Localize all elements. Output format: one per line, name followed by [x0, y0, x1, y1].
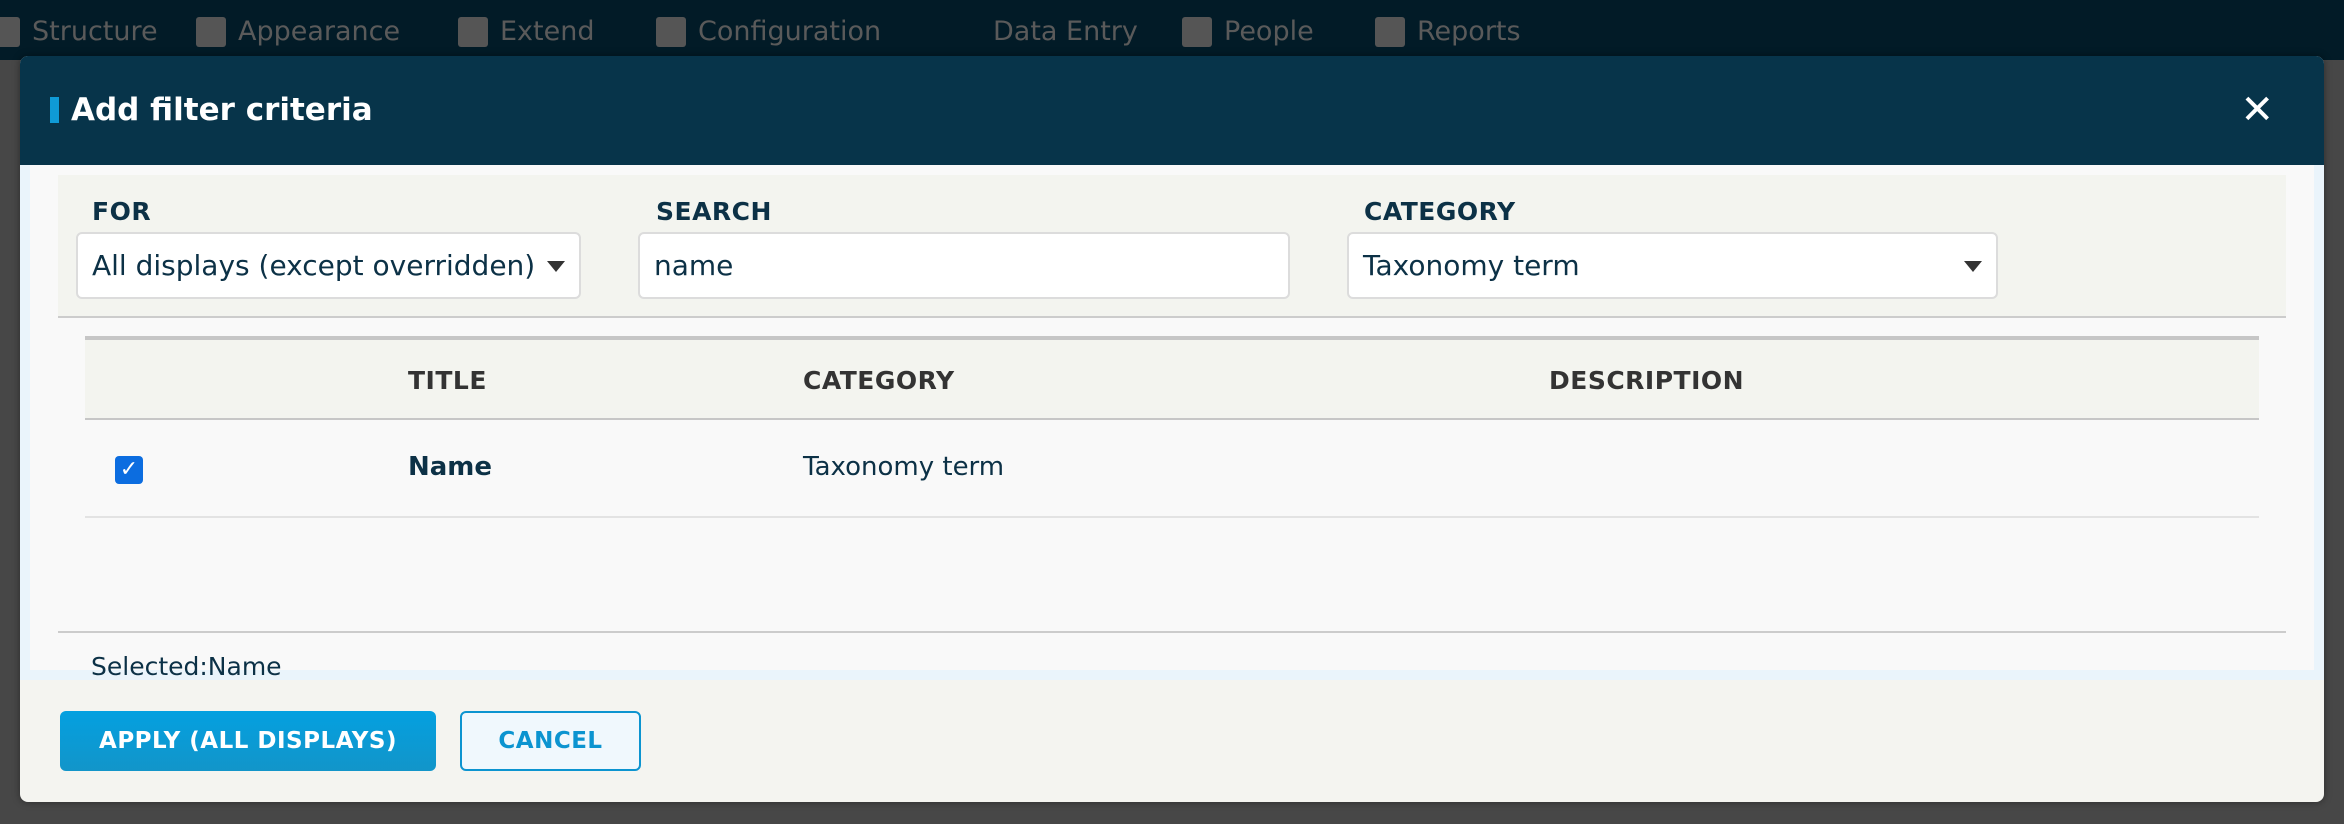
divider: [58, 631, 2286, 633]
table-row[interactable]: ✓ Name Taxonomy term: [85, 420, 2259, 518]
category-select[interactable]: Taxonomy term: [1347, 232, 1998, 299]
nav-people[interactable]: People: [1182, 16, 1314, 47]
search-input[interactable]: name: [638, 232, 1290, 299]
nav-extend[interactable]: Extend: [458, 16, 595, 47]
close-icon[interactable]: ✕: [2240, 87, 2274, 133]
row-checkbox[interactable]: ✓: [115, 456, 143, 484]
nav-reports[interactable]: Reports: [1375, 16, 1521, 47]
table-header: TITLE CATEGORY DESCRIPTION: [85, 336, 2259, 420]
extend-icon: [458, 16, 488, 47]
nav-data-entry[interactable]: Data Entry: [993, 16, 1138, 47]
filter-controls: FOR All displays (except overridden) SEA…: [58, 175, 2286, 318]
th-description: DESCRIPTION: [1549, 366, 1745, 395]
search-label: SEARCH: [656, 197, 772, 226]
wrench-icon: [656, 16, 686, 47]
th-title: TITLE: [408, 366, 487, 395]
nav-configuration[interactable]: Configuration: [656, 16, 881, 47]
caret-down-icon: [1964, 261, 1982, 272]
nav-structure[interactable]: Structure: [0, 16, 158, 47]
caret-down-icon: [547, 261, 565, 272]
for-select[interactable]: All displays (except overridden): [76, 232, 581, 299]
th-category: CATEGORY: [803, 366, 955, 395]
people-icon: [1182, 16, 1212, 47]
admin-toolbar: Structure Appearance Extend Configuratio…: [0, 0, 2344, 60]
row-title: Name: [408, 452, 493, 482]
appearance-icon: [196, 16, 226, 47]
cancel-button[interactable]: CANCEL: [460, 711, 641, 771]
apply-button[interactable]: APPLY (ALL DISPLAYS): [60, 711, 436, 771]
dialog-body: FOR All displays (except overridden) SEA…: [20, 165, 2324, 681]
category-label: CATEGORY: [1364, 197, 1516, 226]
nav-appearance[interactable]: Appearance: [196, 16, 400, 47]
for-label: FOR: [92, 197, 152, 226]
add-filter-dialog: Add filter criteria ✕ FOR All displays (…: [20, 56, 2324, 802]
dialog-header: Add filter criteria ✕: [20, 56, 2324, 165]
row-category: Taxonomy term: [803, 452, 1005, 482]
filter-table: TITLE CATEGORY DESCRIPTION ✓ Name Taxono…: [85, 336, 2259, 518]
reports-icon: [1375, 16, 1405, 47]
selected-summary: Selected:Name: [91, 652, 282, 681]
structure-icon: [0, 16, 20, 47]
dialog-title: Add filter criteria: [50, 92, 373, 128]
